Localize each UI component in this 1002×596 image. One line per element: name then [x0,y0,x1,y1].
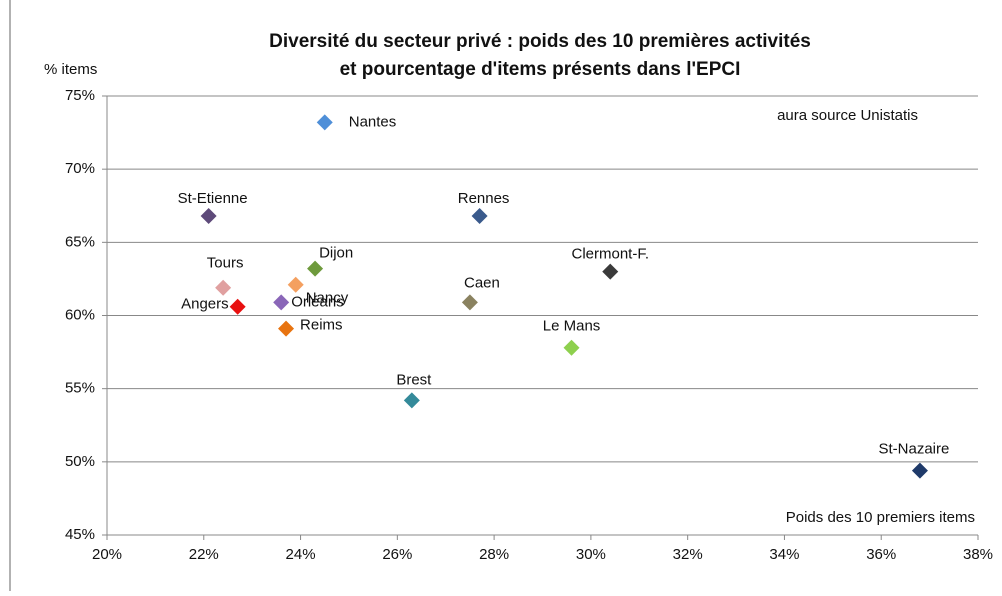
point [200,207,217,224]
x-tick-label: 38% [963,546,993,563]
x-tick-label: 22% [189,546,219,563]
point [471,207,488,224]
y-axis-label: % items [44,61,97,78]
point [287,276,304,293]
y-tick-label: 65% [65,233,95,250]
point-label: Tours [207,255,244,272]
point [278,320,295,337]
point [461,294,478,311]
y-tick-label: 75% [65,87,95,104]
y-tick-label: 45% [65,526,95,543]
x-tick-label: 20% [92,546,122,563]
chart-title: Diversité du secteur privé : poids des 1… [269,31,811,52]
point [403,392,420,409]
point [563,339,580,356]
point [307,260,324,277]
point-label: Le Mans [543,318,601,335]
point-label: Nantes [349,113,397,130]
chart-title: et pourcentage d'items présents dans l'E… [340,59,741,80]
point-label: Caen [464,274,500,291]
point-label: St-Nazaire [879,441,950,458]
y-tick-label: 50% [65,453,95,470]
x-tick-label: 36% [866,546,896,563]
x-tick-label: 28% [479,546,509,563]
annotation: aura source Unistatis [777,107,918,124]
y-tick-label: 55% [65,380,95,397]
point-label: St-Etienne [178,190,248,207]
point [273,294,290,311]
y-tick-label: 60% [65,306,95,323]
point-label: Brest [396,371,432,388]
point-label: Dijon [319,245,353,262]
x-axis-label: Poids des 10 premiers items [786,509,975,526]
point [215,279,232,296]
point [229,298,246,315]
point [602,263,619,280]
point-label: Orléans [291,293,344,310]
point-label: Clermont-F. [571,246,649,263]
x-tick-label: 30% [576,546,606,563]
x-tick-label: 24% [286,546,316,563]
point [316,114,333,131]
point-label: Angers [181,296,229,313]
x-tick-label: 26% [382,546,412,563]
point-label: Rennes [458,190,510,207]
point [911,462,928,479]
point-label: Nancy [306,290,349,307]
x-tick-label: 34% [769,546,799,563]
point-label: Reims [300,317,343,334]
x-tick-label: 32% [673,546,703,563]
y-tick-label: 70% [65,160,95,177]
